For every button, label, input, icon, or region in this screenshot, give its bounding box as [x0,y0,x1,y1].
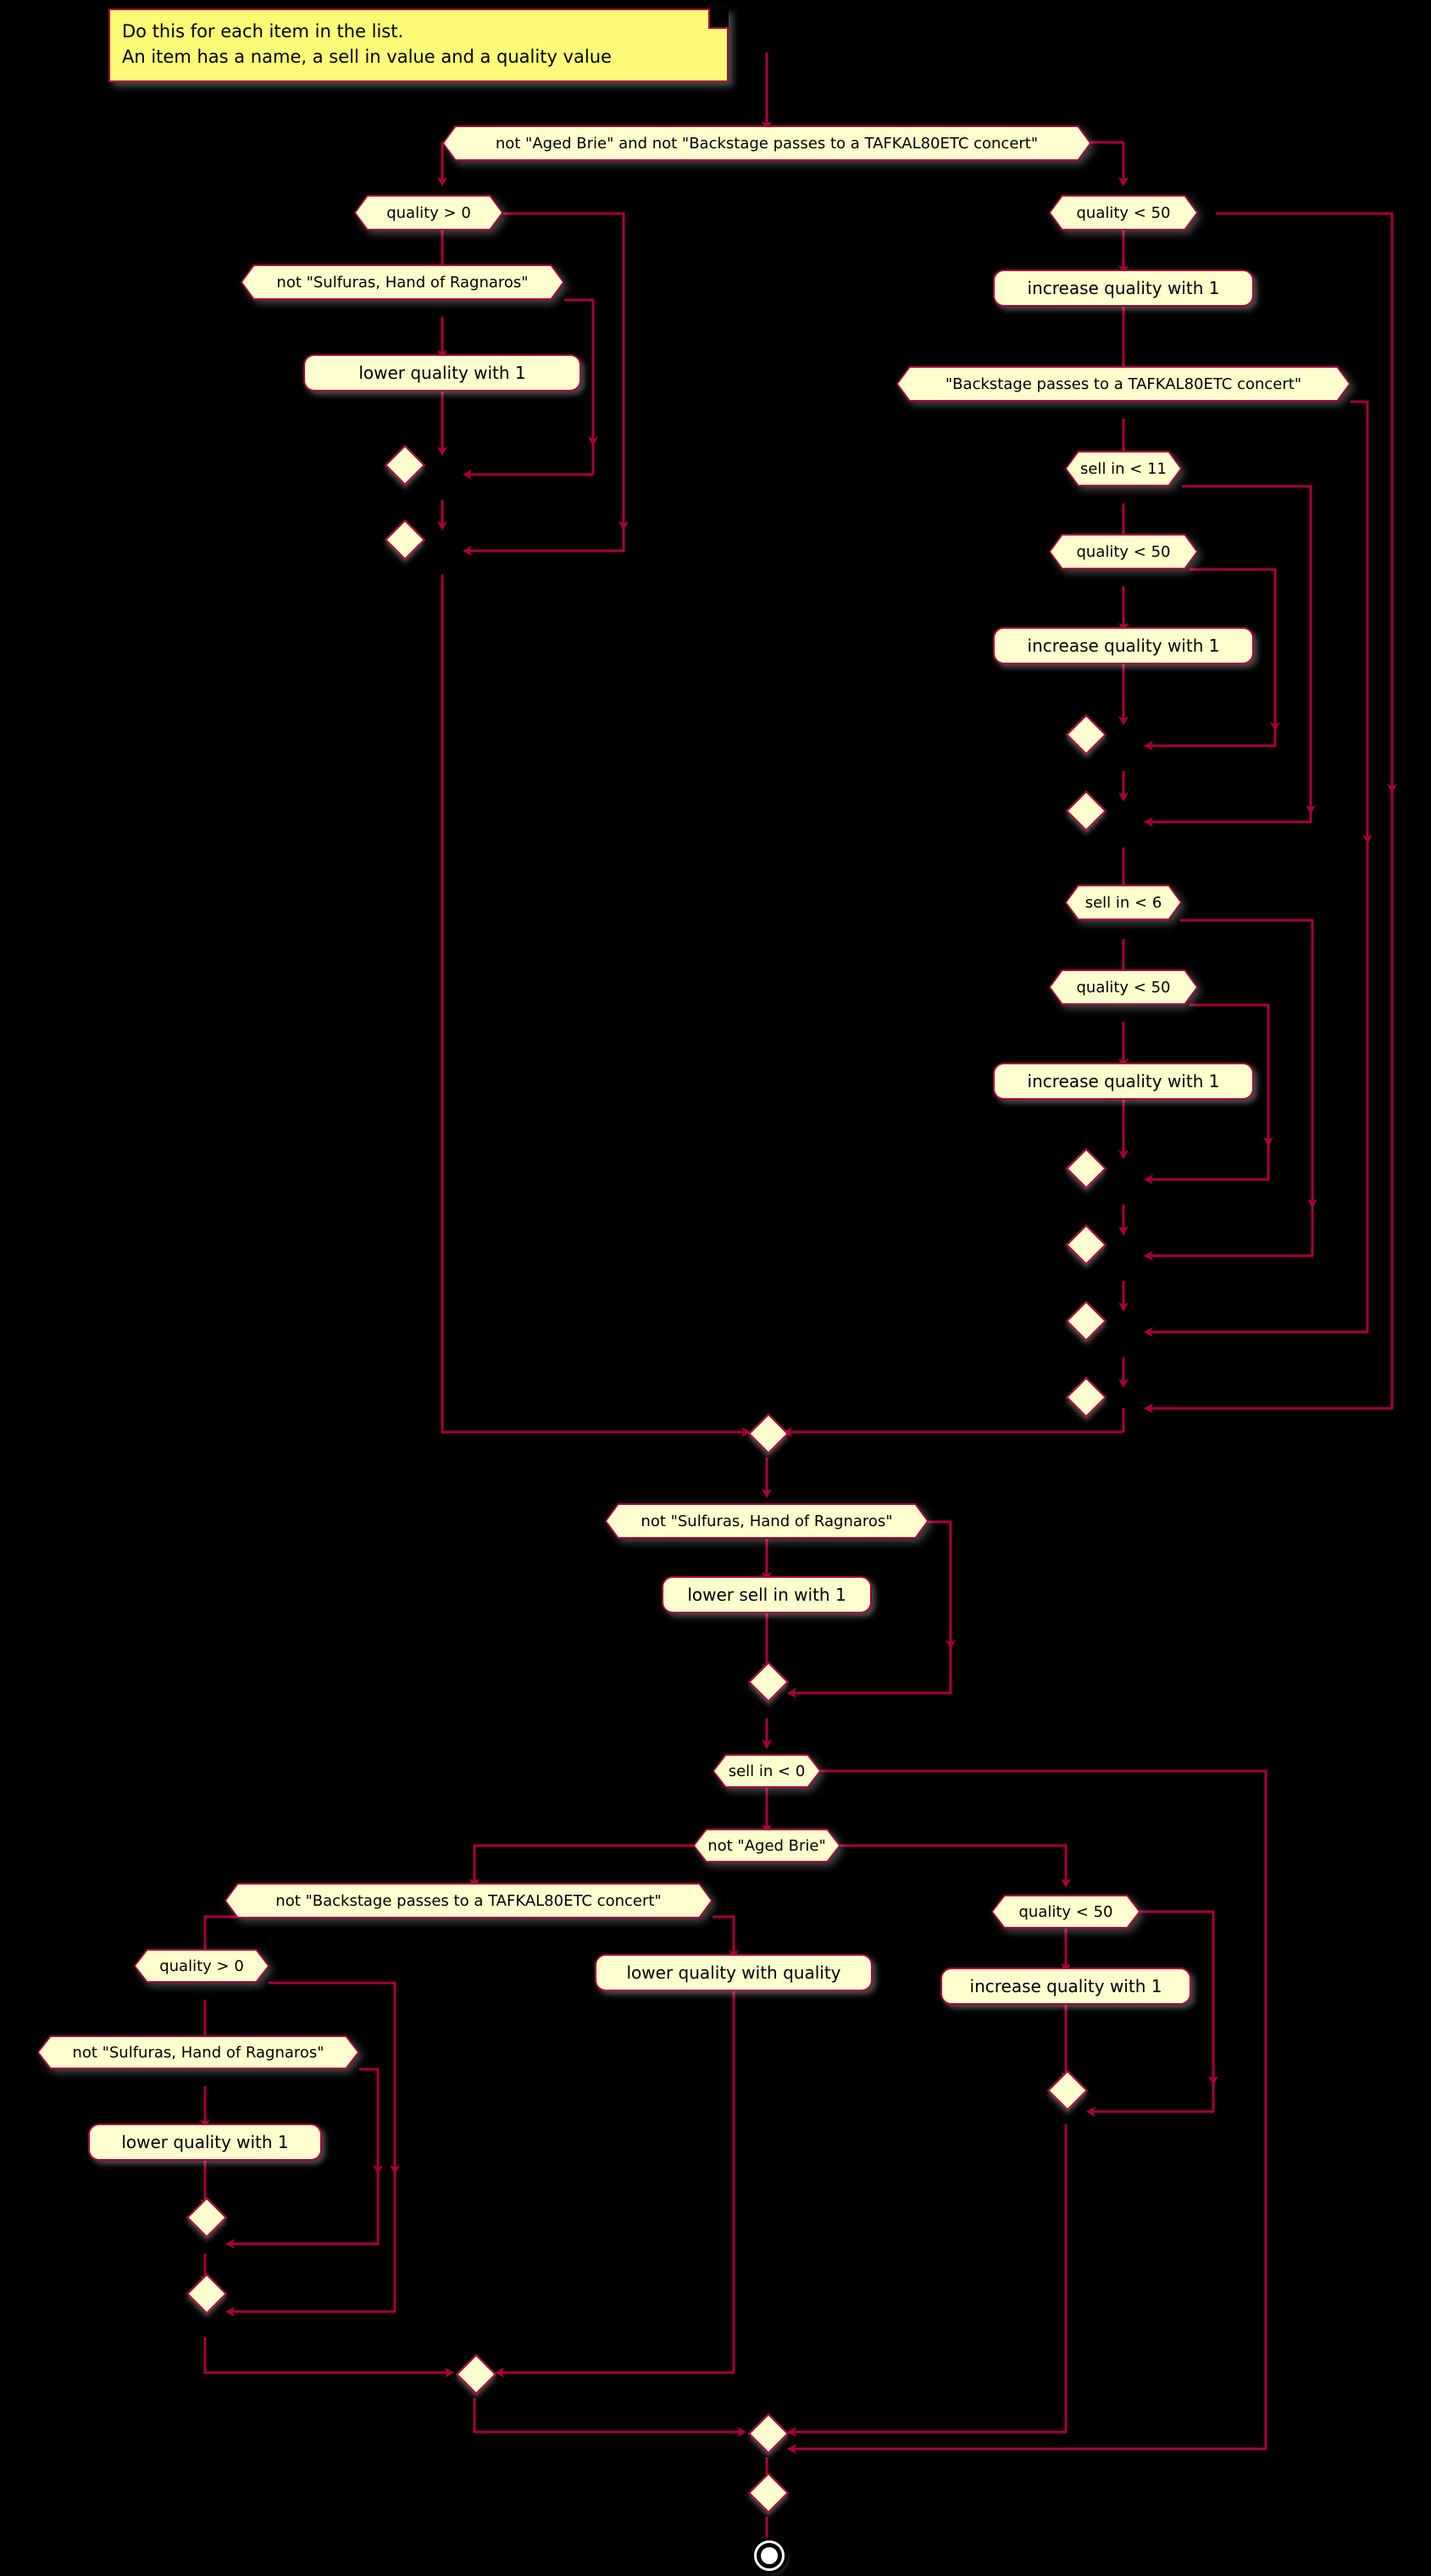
action-label: increase quality with 1 [1027,1071,1220,1091]
condition-label: sell in < 0 [714,1756,819,1786]
condition-label: quality > 0 [136,1951,268,1981]
condition-is-backstage-passes[interactable]: "Backstage passes to a TAFKAL80ETC conce… [896,366,1351,402]
condition-label: not "Sulfuras, Hand of Ragnaros" [242,266,563,298]
condition-label: not "Aged Brie" [695,1830,839,1861]
note-fold-corner [708,8,729,29]
condition-quality-lt-50-b[interactable]: quality < 50 [1049,534,1198,569]
condition-not-sulfuras-b[interactable]: not "Sulfuras, Hand of Ragnaros" [605,1503,929,1539]
condition-label: not "Sulfuras, Hand of Ragnaros" [39,2037,358,2068]
note-line-2: An item has a name, a sell in value and … [122,47,612,68]
action-label: lower quality with 1 [358,363,526,383]
note-line-1: Do this for each item in the list. [122,21,404,42]
condition-label: quality < 50 [1051,971,1196,1003]
action-label: increase quality with 1 [1027,278,1220,298]
condition-not-aged-brie-and-not-backstage[interactable]: not "Aged Brie" and not "Backstage passe… [442,125,1091,161]
end-node [754,2540,785,2571]
condition-label: quality < 50 [1051,197,1196,229]
action-label: increase quality with 1 [1027,636,1220,656]
condition-label: not "Backstage passes to a TAFKAL80ETC c… [226,1885,711,1917]
action-lower-quality-with-1-a[interactable]: lower quality with 1 [303,354,581,391]
action-increase-quality-with-1-a[interactable]: increase quality with 1 [993,269,1254,307]
condition-quality-lt-50-d[interactable]: quality < 50 [991,1895,1140,1929]
condition-label: sell in < 6 [1067,886,1180,919]
condition-not-aged-brie[interactable]: not "Aged Brie" [693,1829,840,1863]
action-label: lower quality with 1 [121,2132,289,2152]
action-label: lower sell in with 1 [687,1585,846,1605]
end-node-dot [761,2547,778,2564]
condition-label: quality < 50 [1051,536,1196,568]
action-lower-quality-with-1-b[interactable]: lower quality with 1 [88,2124,322,2161]
condition-sell-in-lt-11[interactable]: sell in < 11 [1065,451,1182,486]
condition-not-sulfuras-a[interactable]: not "Sulfuras, Hand of Ragnaros" [241,264,564,300]
condition-quality-lt-50-c[interactable]: quality < 50 [1049,969,1198,1005]
action-lower-sell-in-with-1[interactable]: lower sell in with 1 [662,1576,872,1613]
condition-quality-lt-50-a[interactable]: quality < 50 [1049,195,1198,230]
condition-quality-gt-0-b[interactable]: quality > 0 [134,1949,269,1983]
condition-label: not "Aged Brie" and not "Backstage passe… [444,127,1090,159]
note-instructions: Do this for each item in the list. An it… [108,8,729,82]
condition-not-backstage-passes[interactable]: not "Backstage passes to a TAFKAL80ETC c… [225,1883,713,1918]
condition-sell-in-lt-0[interactable]: sell in < 0 [713,1754,821,1788]
action-increase-quality-with-1-c[interactable]: increase quality with 1 [993,1063,1254,1100]
condition-label: quality > 0 [356,197,502,229]
condition-sell-in-lt-6[interactable]: sell in < 6 [1065,885,1182,920]
condition-label: sell in < 11 [1067,452,1180,485]
condition-not-sulfuras-c[interactable]: not "Sulfuras, Hand of Ragnaros" [37,2035,359,2069]
action-label: increase quality with 1 [969,1976,1162,1996]
action-increase-quality-with-1-d[interactable]: increase quality with 1 [940,1968,1191,2005]
action-label: lower quality with quality [626,1963,841,1983]
condition-label: quality < 50 [993,1896,1139,1927]
condition-label: "Backstage passes to a TAFKAL80ETC conce… [898,368,1349,400]
condition-quality-gt-0-a[interactable]: quality > 0 [354,195,503,230]
action-lower-quality-with-quality[interactable]: lower quality with quality [595,1954,873,1991]
condition-label: not "Sulfuras, Hand of Ragnaros" [607,1505,927,1537]
action-increase-quality-with-1-b[interactable]: increase quality with 1 [993,627,1254,664]
